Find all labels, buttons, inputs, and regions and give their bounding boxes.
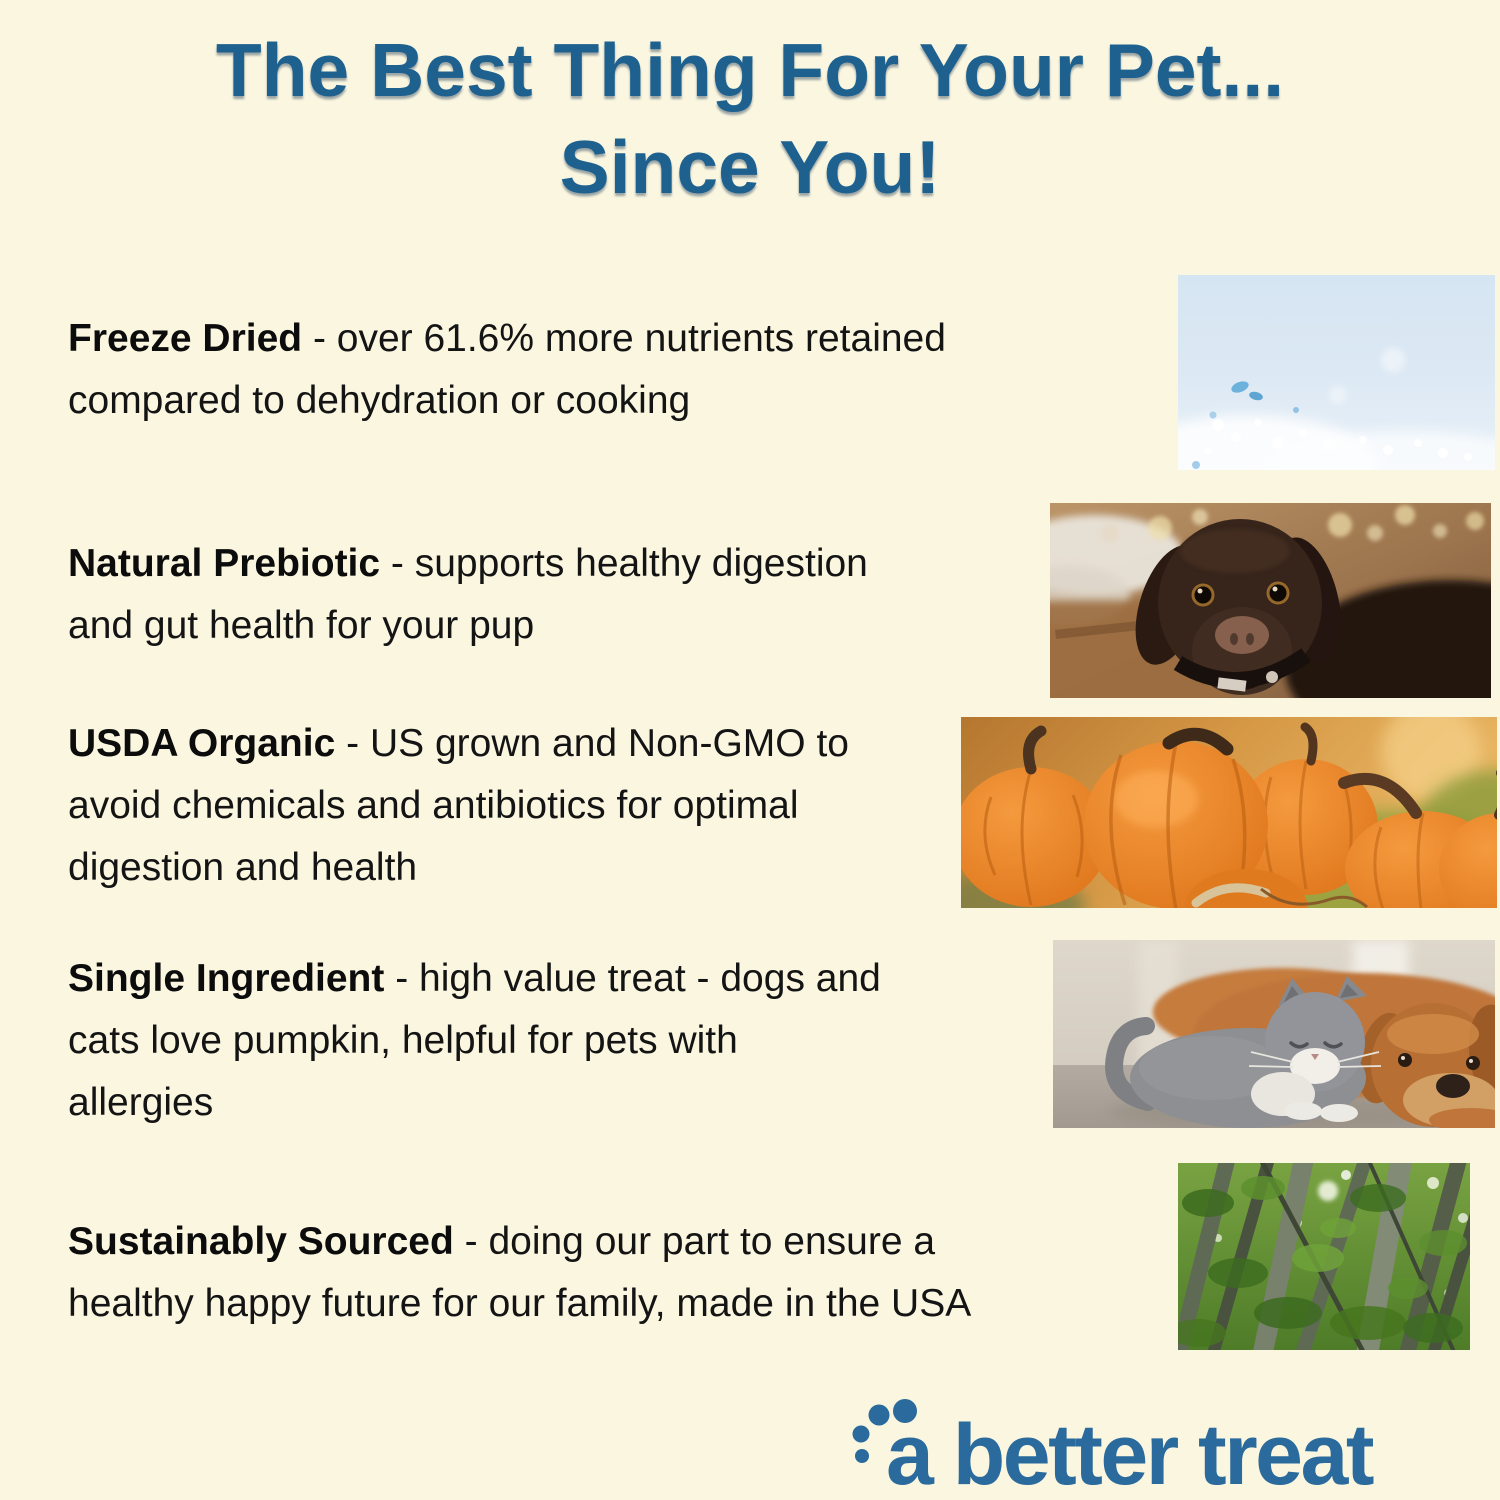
feature-line: cats love pumpkin, helpful for pets with (68, 1019, 738, 1062)
pumpkins-photo (961, 717, 1497, 908)
feature-line: digestion and health (68, 846, 418, 889)
feature-label: Freeze Dried (68, 317, 303, 360)
brand-logo: a better treat (852, 1398, 1374, 1498)
feature-text: - US grown and Non-GMO to (335, 722, 849, 765)
feature-usda-organic: USDA Organic - US grown and Non-GMO to a… (68, 713, 849, 899)
green-forest-photo (1178, 1163, 1470, 1350)
feature-text: - high value treat - dogs and (384, 957, 881, 1000)
ice-crystals-photo (1178, 275, 1495, 470)
feature-single-ingredient: Single Ingredient - high value treat - d… (68, 948, 881, 1134)
feature-line: Single Ingredient - high value treat - d… (68, 948, 881, 1010)
feature-sustainably-sourced: Sustainably Sourced - doing our part to … (68, 1211, 971, 1335)
ice-crystals-image (1178, 275, 1495, 470)
feature-line: healthy happy future for our family, mad… (68, 1282, 972, 1325)
brand-name: a better treat (886, 1407, 1374, 1500)
feature-line: and gut health for your pup (68, 604, 535, 647)
title-line-1: The Best Thing For Your Pet... (215, 28, 1285, 112)
feature-line: Natural Prebiotic - supports healthy dig… (68, 533, 868, 595)
feature-label: Sustainably Sourced (68, 1220, 454, 1263)
page-title: The Best Thing For Your Pet... Since You… (0, 22, 1500, 216)
pumpkins-image (961, 717, 1497, 908)
chocolate-labrador-dog-photo (1050, 503, 1491, 698)
feature-text: - supports healthy digestion (380, 542, 868, 585)
green-forest-image (1178, 1163, 1470, 1350)
feature-label: Natural Prebiotic (68, 542, 381, 585)
cat-and-golden-retriever-photo (1053, 940, 1495, 1128)
feature-text: - doing our part to ensure a (453, 1220, 936, 1263)
feature-line: allergies (68, 1081, 214, 1124)
cat-and-golden-retriever-image (1053, 940, 1495, 1128)
feature-line: USDA Organic - US grown and Non-GMO to (68, 713, 849, 775)
feature-line: compared to dehydration or cooking (68, 379, 691, 422)
feature-label: Single Ingredient (68, 957, 385, 1000)
feature-label: USDA Organic (68, 722, 336, 765)
feature-freeze-dried: Freeze Dried - over 61.6% more nutrients… (68, 308, 946, 432)
feature-natural-prebiotic: Natural Prebiotic - supports healthy dig… (68, 533, 868, 657)
feature-line: avoid chemicals and antibiotics for opti… (68, 784, 799, 827)
feature-text: - over 61.6% more nutrients retained (302, 317, 946, 360)
title-line-2: Since You! (559, 125, 941, 209)
feature-line: Sustainably Sourced - doing our part to … (68, 1211, 971, 1273)
chocolate-labrador-dog-image (1050, 503, 1491, 698)
feature-line: Freeze Dried - over 61.6% more nutrients… (68, 308, 946, 370)
paw-print-icon (852, 1399, 917, 1463)
